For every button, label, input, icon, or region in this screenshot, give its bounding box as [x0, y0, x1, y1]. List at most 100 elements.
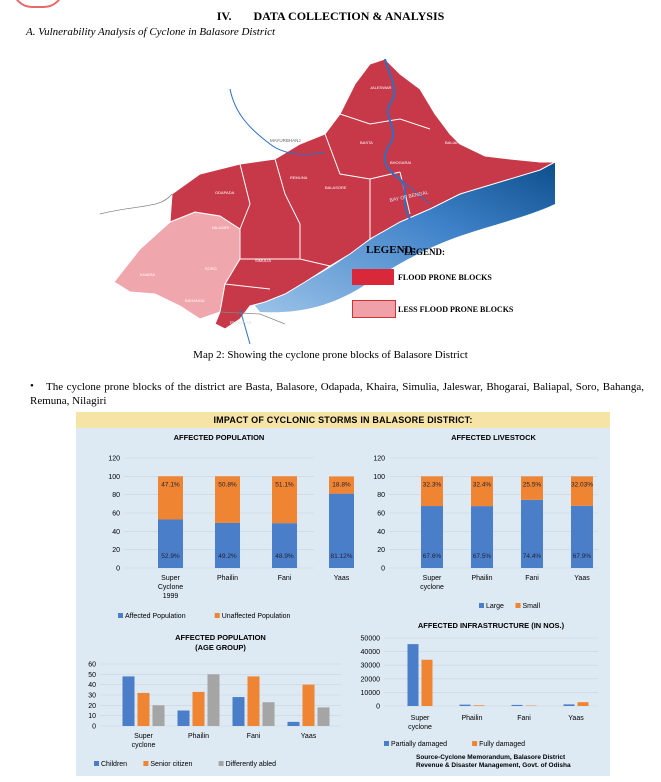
data-label: 18.8% [332, 481, 351, 488]
y-tick-label: 80 [112, 492, 120, 499]
legend-swatch [214, 613, 220, 618]
map-label-jaleswar: JALESWAR [370, 85, 392, 90]
map-label-bhadrak: BHADRAK [230, 320, 252, 325]
y-tick-label: 0 [92, 724, 96, 731]
map-label-remuna: REMUNA [290, 175, 308, 180]
data-label: 67.9% [573, 553, 592, 560]
legend-label: Unaffected Population [222, 613, 291, 620]
y-tick-label: 100 [108, 474, 120, 481]
map-label-bahanga: BAHANGA [185, 298, 205, 303]
bar [302, 684, 315, 726]
bar-segment [329, 493, 354, 568]
data-label: 32.03% [571, 481, 593, 488]
legend-label: Fully damaged [479, 741, 525, 748]
y-tick-label: 20 [377, 547, 385, 554]
bullet-marker: • [30, 380, 34, 392]
section-heading: IV. DATA COLLECTION & ANALYSIS [0, 9, 661, 24]
bar [473, 705, 485, 706]
bar [407, 644, 419, 706]
category-label: Fani [517, 715, 531, 722]
bar-segment [521, 499, 543, 568]
data-label: 67.5% [473, 553, 492, 560]
legend-label: Partially damaged [391, 741, 447, 748]
bar [247, 676, 260, 726]
legend-swatch-less-flood [352, 300, 396, 318]
legend-label: Large [486, 603, 504, 610]
y-tick-label: 60 [112, 511, 120, 518]
chart-title: AFFECTED LIVESTOCK [451, 433, 536, 442]
y-tick-label: 50 [88, 672, 96, 679]
data-label: 49.2% [218, 553, 237, 560]
chart-title-line2: (AGE GROUP) [195, 643, 246, 652]
bar-segment [329, 476, 354, 494]
bar-segment [421, 506, 443, 568]
legend-label: Differently abled [226, 761, 277, 768]
data-label: 50.8% [218, 481, 237, 488]
y-tick-label: 120 [373, 456, 385, 463]
map-legend: LEGEND: LEGEND: FLOOD PRONE BLOCKS LESS … [352, 244, 552, 324]
category-label: Yaas [301, 733, 317, 740]
bar [152, 705, 165, 726]
legend-swatch [218, 761, 224, 766]
category-label: Yaas [568, 715, 584, 722]
data-label: 67.6% [423, 553, 442, 560]
y-tick-label: 40 [377, 529, 385, 536]
bar-segment [215, 522, 240, 568]
section-number: IV. [216, 9, 232, 23]
category-label: Super [423, 575, 442, 582]
data-label: 74.4% [523, 553, 542, 560]
category-label: Super [161, 575, 180, 582]
category-label: Phailin [461, 715, 482, 722]
legend-swatch [94, 761, 99, 766]
data-label: 48.9% [275, 553, 294, 560]
data-label: 81.12% [330, 553, 352, 560]
y-tick-label: 60 [88, 662, 96, 669]
map-label-soro: SORO [205, 266, 217, 271]
bar [287, 721, 300, 726]
data-label: 32.3% [423, 481, 442, 488]
category-label: Phailin [471, 575, 492, 582]
y-tick-label: 10 [88, 713, 96, 720]
bar [232, 697, 245, 726]
bar-segment [571, 476, 593, 506]
legend-label: Children [101, 761, 127, 768]
legend-swatch [143, 761, 149, 766]
map-label-mayurbhanj: MAYURBHANJ [270, 138, 301, 143]
legend-label-flood: FLOOD PRONE BLOCKS [398, 273, 492, 282]
data-label: 25.5% [523, 481, 542, 488]
y-tick-label: 0 [116, 566, 120, 573]
y-tick-label: 100 [373, 474, 385, 481]
category-label: Super [134, 733, 153, 740]
bar [317, 707, 330, 726]
bar [262, 702, 275, 726]
map-label-baliapal: BALIAPAL [445, 140, 464, 145]
category-label: Fani [525, 575, 539, 582]
legend-label-less-flood: LESS FLOOD PRONE BLOCKS [398, 305, 514, 314]
bar [137, 692, 150, 726]
river-branch [229, 88, 326, 155]
map-label-bhogarai: BHOGARAI [390, 160, 411, 165]
y-tick-label: 20 [88, 703, 96, 710]
legend-swatch-flood [352, 269, 394, 285]
y-tick-label: 40 [88, 682, 96, 689]
category-label: Phailin [188, 733, 209, 740]
y-tick-label: 40 [112, 529, 120, 536]
bar-segment [471, 506, 493, 568]
y-tick-label: 60 [377, 511, 385, 518]
map-label-khaira: KHAIRA [140, 272, 155, 277]
y-tick-label: 10000 [361, 690, 381, 697]
y-tick-label: 20 [112, 547, 120, 554]
bar [563, 704, 575, 706]
infographic-title: IMPACT OF CYCLONIC STORMS IN BALASORE DI… [76, 412, 610, 428]
category-label: Super [411, 715, 430, 722]
map-label-nilagiri: NILAGIRI [212, 225, 229, 230]
y-tick-label: 30 [88, 693, 96, 700]
y-tick-label: 120 [108, 456, 120, 463]
bar [207, 674, 220, 726]
section-title: DATA COLLECTION & ANALYSIS [253, 9, 445, 23]
chart-title: AFFECTED INFRASTRUCTURE (IN NOS.) [418, 621, 565, 630]
flood-prone-region [169, 58, 556, 330]
bar-segment [158, 476, 183, 520]
bar-segment [571, 505, 593, 568]
category-label: cyclone [420, 584, 444, 591]
